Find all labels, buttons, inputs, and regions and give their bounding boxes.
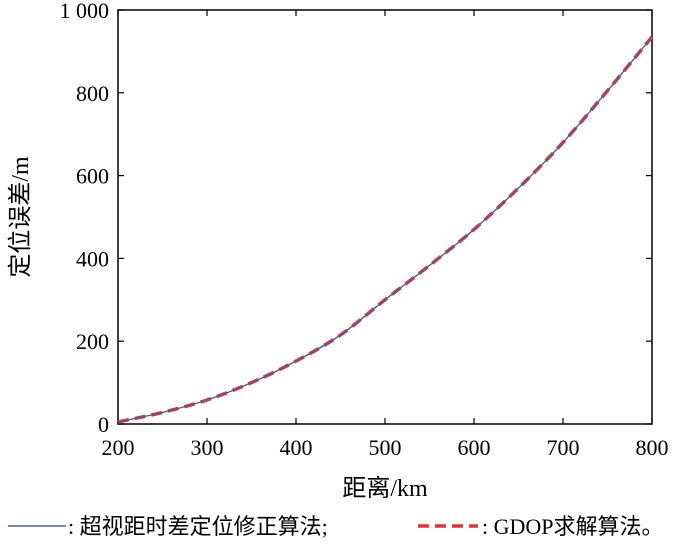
series-layer [117, 35, 654, 424]
x-tick-label: 700 [547, 435, 580, 460]
x-tick-label: 400 [280, 435, 313, 460]
legend-label-dashed: : GDOP求解算法。 [482, 514, 664, 539]
x-tick-label: 200 [102, 435, 135, 460]
x-tick-label: 500 [369, 435, 402, 460]
y-tick-label: 200 [76, 329, 109, 354]
y-tick-label: 800 [76, 81, 109, 106]
x-axis-title: 距离/km [342, 475, 428, 502]
y-tick-label: 600 [76, 164, 109, 189]
y-tick-label: 0 [98, 412, 109, 437]
x-tick-label: 600 [458, 435, 491, 460]
x-tick-label: 800 [636, 435, 669, 460]
legend: : 超视距时差定位修正算法; : GDOP求解算法。 [8, 514, 664, 539]
legend-label-solid: : 超视距时差定位修正算法; [68, 514, 328, 539]
y-tick-label: 1 000 [60, 0, 110, 23]
plot-frame [117, 9, 653, 425]
y-tick-label: 400 [76, 246, 109, 271]
x-tick-label: 300 [191, 435, 224, 460]
series-line-gdop [117, 35, 654, 424]
y-axis-title: 定位误差/m [7, 156, 34, 278]
series-line-corrected [117, 36, 653, 423]
